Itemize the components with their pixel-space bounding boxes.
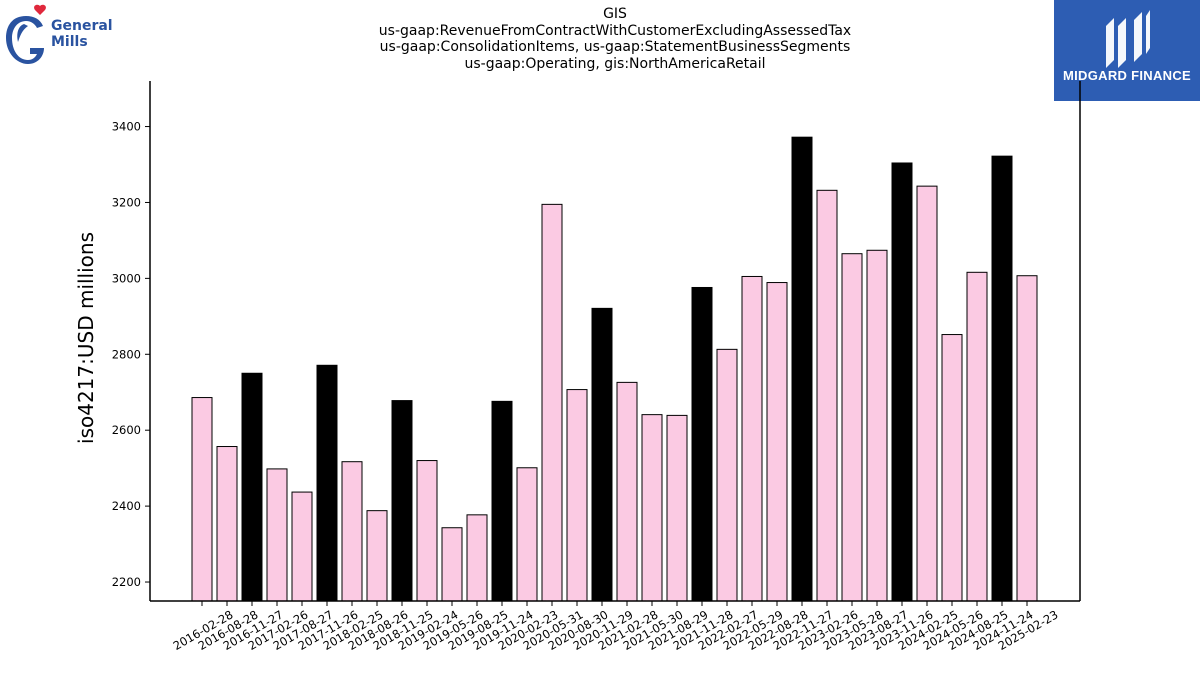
- chart-title: GIS us-gaap:RevenueFromContractWithCusto…: [330, 6, 900, 72]
- bar-2020-02-23: [516, 467, 538, 602]
- bar-2023-05-28: [841, 253, 863, 602]
- bar-2020-11-29: [591, 307, 613, 602]
- title-line-3: us-gaap:ConsolidationItems, us-gaap:Stat…: [379, 39, 851, 55]
- y-tick-label-3200: 3200: [112, 195, 141, 209]
- bar-2023-11-26: [891, 162, 913, 602]
- title-line-1: GIS: [603, 6, 627, 22]
- title-line-2: us-gaap:RevenueFromContractWithCustomerE…: [378, 22, 852, 39]
- bar-2021-11-28: [691, 286, 713, 602]
- bar-2022-02-27: [716, 348, 738, 602]
- y-tick-label-3000: 3000: [112, 271, 141, 285]
- bar-2018-02-25: [341, 461, 363, 602]
- title-line-4: us-gaap:Operating, gis:NorthAmericaRetai…: [464, 55, 766, 72]
- y-tick-label-2200: 2200: [112, 575, 141, 589]
- bar-2021-05-30: [641, 414, 663, 602]
- bar-2019-05-26: [441, 527, 463, 602]
- midgard-wordmark: MIDGARD FINANCE: [1063, 68, 1191, 83]
- bar-2023-02-26: [816, 189, 838, 602]
- bar-2020-08-30: [566, 389, 588, 602]
- bar-2024-02-25: [916, 185, 938, 602]
- bar-2019-11-24: [491, 400, 513, 602]
- y-tick-label-2800: 2800: [112, 347, 141, 361]
- bar-2019-08-25: [466, 514, 488, 602]
- general-mills-logo: General Mills: [4, 4, 124, 68]
- bar-2017-11-26: [316, 364, 338, 602]
- bar-2024-11-24: [991, 155, 1013, 602]
- y-tick-label-2600: 2600: [112, 423, 141, 437]
- bar-2022-08-28: [766, 282, 788, 602]
- bar-2019-02-24: [416, 460, 438, 602]
- bar-2016-11-27: [241, 372, 263, 602]
- y-tick-label-2400: 2400: [112, 499, 141, 513]
- general-mills-line1: General: [51, 18, 113, 34]
- midgard-finance-logo: MIDGARD FINANCE: [1054, 0, 1200, 101]
- general-mills-wordmark: General Mills: [51, 18, 113, 50]
- ticks-group: 22002400260028003000320034002016-02-2820…: [112, 120, 1061, 653]
- bar-2018-08-26: [366, 510, 388, 602]
- bar-2024-08-25: [966, 271, 988, 602]
- y-axis-label: iso4217:USD millions: [74, 232, 98, 444]
- bar-2018-11-25: [391, 400, 413, 602]
- y-tick-label-3400: 3400: [112, 120, 141, 134]
- bar-2016-08-28: [216, 446, 238, 602]
- bar-2021-02-28: [616, 381, 638, 602]
- bar-2022-05-29: [741, 275, 763, 602]
- midgard-emblem-icon: [1106, 10, 1150, 68]
- bars-group: [191, 136, 1038, 602]
- bar-2025-02-23: [1016, 275, 1038, 602]
- bar-2020-05-31: [541, 203, 563, 602]
- bar-2016-02-28: [191, 397, 213, 602]
- axes-group: [149, 81, 1081, 602]
- bar-2022-11-27: [791, 136, 813, 602]
- bar-2023-08-27: [866, 249, 888, 602]
- bar-2017-08-27: [291, 491, 313, 602]
- bar-2024-05-26: [941, 334, 963, 602]
- general-mills-g-icon: [6, 4, 46, 64]
- general-mills-line2: Mills: [51, 34, 88, 50]
- bar-2017-02-26: [266, 468, 288, 602]
- bar-2021-08-29: [666, 414, 688, 602]
